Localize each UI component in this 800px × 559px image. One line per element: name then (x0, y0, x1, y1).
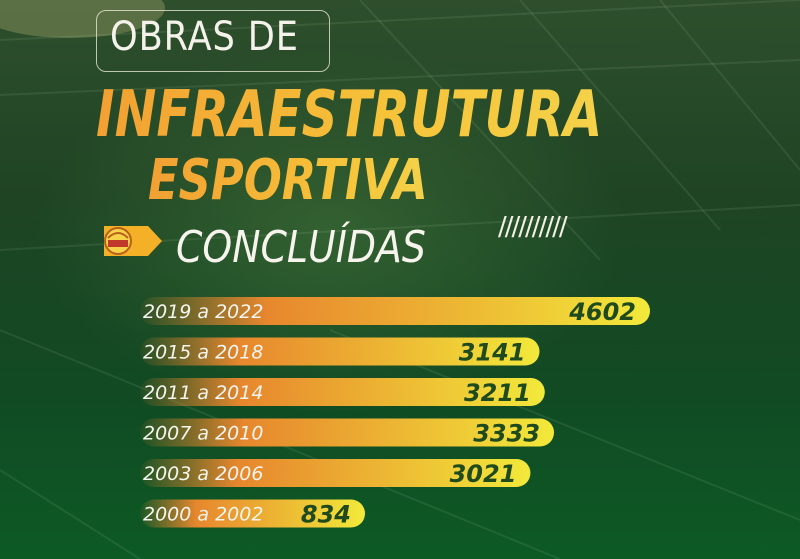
title-frame (96, 10, 330, 72)
value-label: 3141 (459, 339, 526, 367)
value-label: 4602 (568, 298, 636, 326)
bar-2000-a-2002 (140, 499, 365, 528)
title-line-4: CONCLUÍDAS (176, 222, 426, 273)
bar-2015-a-2018 (140, 337, 540, 366)
bar-2011-a-2014 (140, 378, 545, 406)
government-emblem-arrow-icon (104, 226, 162, 256)
title-line-1: OBRAS DE (110, 14, 299, 60)
value-label: 3211 (464, 379, 531, 407)
decorative-slashes: ////////// (498, 212, 568, 242)
bar-2003-a-2006 (140, 459, 531, 487)
category-label: 2011 a 2014 (143, 382, 263, 404)
bar-2007-a-2010 (140, 418, 555, 447)
title-line-3: ESPORTIVA (148, 148, 428, 213)
category-label: 2019 a 2022 (143, 301, 263, 323)
category-label: 2003 a 2006 (143, 463, 263, 485)
value-label: 3021 (450, 460, 517, 488)
title-line-2: INFRAESTRUTURA (96, 78, 603, 152)
value-label: 3333 (473, 420, 540, 448)
category-label: 2000 a 2002 (143, 504, 263, 526)
value-label: 834 (301, 501, 351, 529)
category-label: 2015 a 2018 (143, 342, 263, 364)
category-label: 2007 a 2010 (143, 423, 263, 445)
bar-2019-a-2022 (140, 297, 650, 325)
